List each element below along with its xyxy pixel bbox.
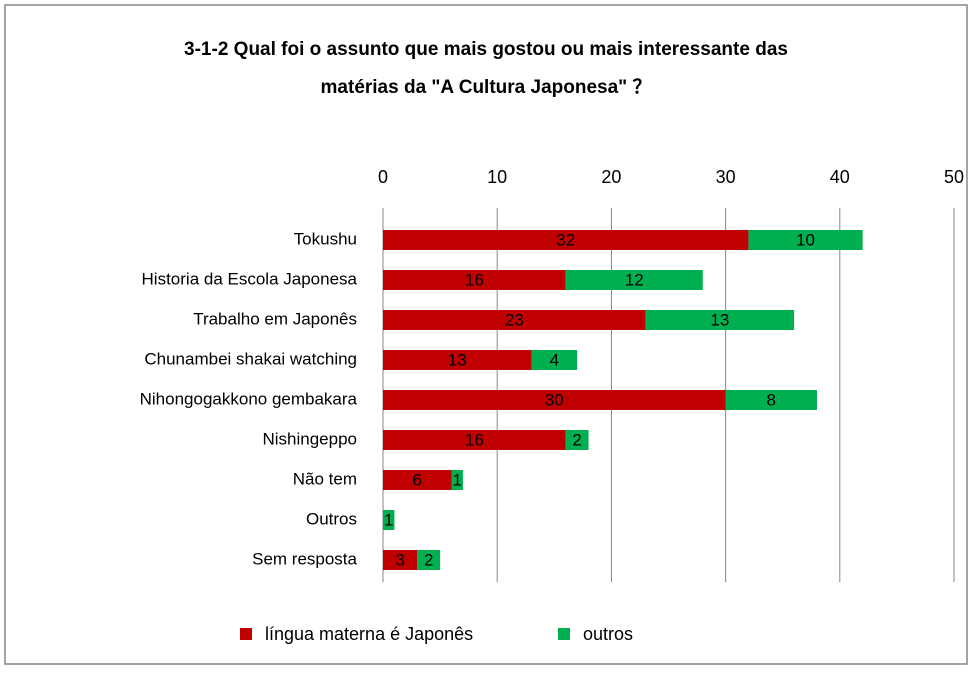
y-tick-label: Sem resposta: [252, 549, 357, 568]
bar: [565, 270, 703, 290]
data-label: 12: [625, 270, 644, 289]
bar: [417, 550, 441, 570]
y-tick-label: Nihongogakkono gembakara: [140, 389, 358, 408]
data-label: 3: [395, 550, 404, 569]
bar: [383, 390, 726, 410]
x-tick-label: 10: [487, 167, 507, 187]
y-tick-label: Outros: [306, 509, 357, 528]
bar: [383, 470, 452, 490]
bar: [565, 430, 589, 450]
x-tick-label: 30: [716, 167, 736, 187]
data-label: 4: [550, 350, 559, 369]
data-label: 23: [505, 310, 524, 329]
data-label: 13: [710, 310, 729, 329]
data-label: 2: [424, 550, 433, 569]
data-label: 1: [384, 510, 393, 529]
data-label: 1: [452, 470, 461, 489]
legend-swatch: [558, 628, 570, 640]
y-tick-label: Historia da Escola Japonesa: [142, 269, 358, 288]
data-label: 2: [572, 430, 581, 449]
data-label: 30: [545, 390, 564, 409]
data-label: 16: [465, 430, 484, 449]
data-label: 10: [796, 230, 815, 249]
bar: [383, 430, 566, 450]
data-label: 6: [413, 470, 422, 489]
x-tick-label: 50: [944, 167, 964, 187]
bar: [645, 310, 795, 330]
bar: [531, 350, 578, 370]
chart-title: 3-1-2 Qual foi o assunto que mais gostou…: [184, 39, 788, 60]
bar: [383, 550, 418, 570]
data-label: 13: [448, 350, 467, 369]
y-tick-label: Não tem: [293, 469, 357, 488]
chart-title: matérias da "A Cultura Japonesa" ？: [321, 77, 652, 98]
y-tick-label: Chunambei shakai watching: [144, 349, 357, 368]
bar: [383, 270, 566, 290]
x-tick-label: 40: [830, 167, 850, 187]
x-tick-label: 20: [601, 167, 621, 187]
data-label: 8: [767, 390, 776, 409]
x-tick-label: 0: [378, 167, 388, 187]
y-tick-label: Tokushu: [294, 229, 357, 248]
y-tick-label: Trabalho em Japonês: [193, 309, 357, 328]
legend-label: língua materna é Japonês: [265, 624, 473, 644]
legend-label: outros: [583, 624, 633, 644]
chart-border: [4, 4, 968, 665]
y-tick-label: Nishingeppo: [262, 429, 357, 448]
bar: [383, 350, 532, 370]
data-label: 16: [465, 270, 484, 289]
bar: [383, 310, 646, 330]
bar: [383, 510, 395, 530]
bar: [748, 230, 863, 250]
legend-swatch: [240, 628, 252, 640]
data-label: 32: [556, 230, 575, 249]
bar: [725, 390, 817, 410]
bar: [383, 230, 749, 250]
bar: [451, 470, 463, 490]
